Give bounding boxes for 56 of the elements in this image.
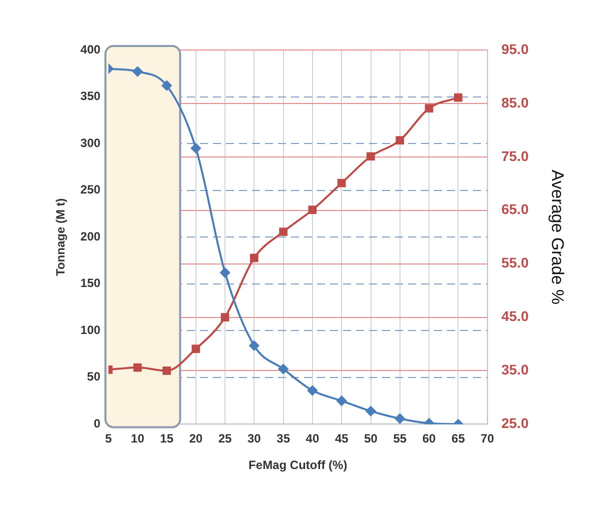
point [337, 178, 346, 188]
y2-tick-label: 65.0 [501, 201, 529, 218]
y-tick-label: 400 [80, 42, 101, 56]
point [308, 206, 317, 214]
y2-tick-label: 35.0 [501, 362, 529, 378]
y-tick-label: 100 [80, 322, 101, 337]
y-tick-label: 50 [87, 370, 101, 384]
point [162, 80, 172, 91]
point [396, 136, 404, 145]
point [424, 104, 434, 112]
y-tick-label: 250 [80, 182, 101, 197]
y-tick-label: 350 [80, 89, 101, 104]
y-tick-label: 0 [94, 416, 101, 431]
x-tick-label: 70 [480, 432, 494, 446]
x-tick-label: 35 [276, 432, 290, 446]
y2-tick-label: 75.0 [501, 148, 529, 164]
x-tick-label: 60 [422, 432, 436, 446]
x-tick-label: 30 [247, 432, 262, 446]
y-axis-title: Tonnage (M t) [54, 198, 68, 276]
y2-tick-label: 25.0 [501, 415, 529, 432]
y-tick-label: 150 [80, 276, 101, 290]
point [250, 254, 258, 262]
point [192, 344, 200, 354]
x-tick-label: 10 [130, 432, 145, 446]
x-tick-label: 5 [105, 432, 112, 446]
point [190, 143, 201, 154]
y2-tick-label: 95.0 [501, 40, 529, 57]
x-tick-label: 45 [334, 432, 349, 446]
y2-tick-label: 55.0 [501, 254, 529, 271]
point [394, 414, 405, 424]
point [133, 363, 142, 372]
point [279, 228, 288, 236]
point [249, 340, 260, 351]
point [132, 66, 143, 77]
y-tick-label: 300 [80, 136, 101, 150]
point [220, 268, 230, 278]
point [307, 386, 318, 396]
y2-tick-label: 45.0 [501, 308, 529, 324]
x-tick-label: 25 [218, 432, 232, 446]
x-tick-label: 65 [452, 432, 466, 446]
point [366, 152, 375, 161]
x-axis-title: FeMag Cutoff (%) [248, 458, 348, 472]
point [454, 93, 462, 102]
point [220, 313, 230, 322]
x-tick-label: 40 [306, 432, 320, 446]
y-tick-label: 200 [80, 229, 101, 244]
x-tick-label: 55 [393, 432, 407, 446]
y2-tick-label: 85.0 [501, 94, 529, 110]
y2-axis-title: Average Grade % [548, 170, 568, 305]
x-tick-label: 50 [364, 432, 378, 446]
point [162, 366, 171, 375]
point [278, 364, 288, 374]
x-tick-label: 20 [189, 432, 203, 446]
point [366, 406, 376, 416]
x-tick-label: 15 [160, 432, 174, 446]
point [336, 396, 347, 406]
